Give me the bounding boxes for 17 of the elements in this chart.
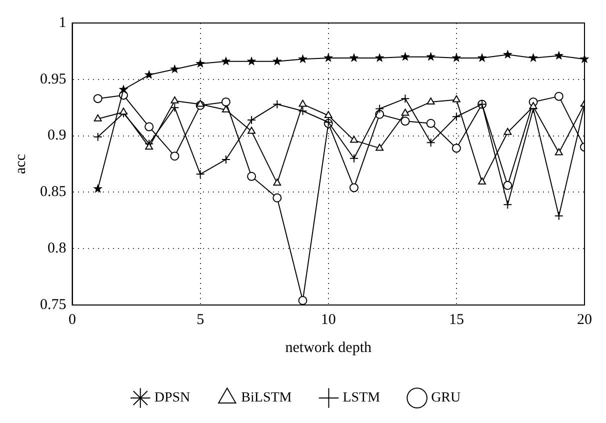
x-tick-label: 20 — [577, 312, 592, 328]
y-tick-label: 1 — [58, 14, 66, 31]
legend-label: DPSN — [154, 390, 190, 406]
y-axis-title: acc — [12, 154, 29, 174]
x-tick-label: 0 — [68, 312, 76, 328]
x-tick-label: 15 — [448, 312, 464, 328]
x-tick-label: 5 — [196, 312, 204, 328]
y-tick-label: 0.8 — [48, 240, 66, 257]
x-tick-label: 10 — [320, 312, 336, 328]
legend-label: LSTM — [342, 390, 381, 406]
y-tick-label: 0.9 — [48, 128, 66, 144]
y-tick-label: 0.75 — [40, 296, 66, 313]
x-axis-title: network depth — [285, 340, 372, 356]
y-tick-label: 0.95 — [40, 71, 66, 88]
legend-label: BiLSTM — [241, 390, 292, 406]
y-tick-label: 0.85 — [40, 184, 66, 200]
legend-label: GRU — [431, 390, 461, 406]
